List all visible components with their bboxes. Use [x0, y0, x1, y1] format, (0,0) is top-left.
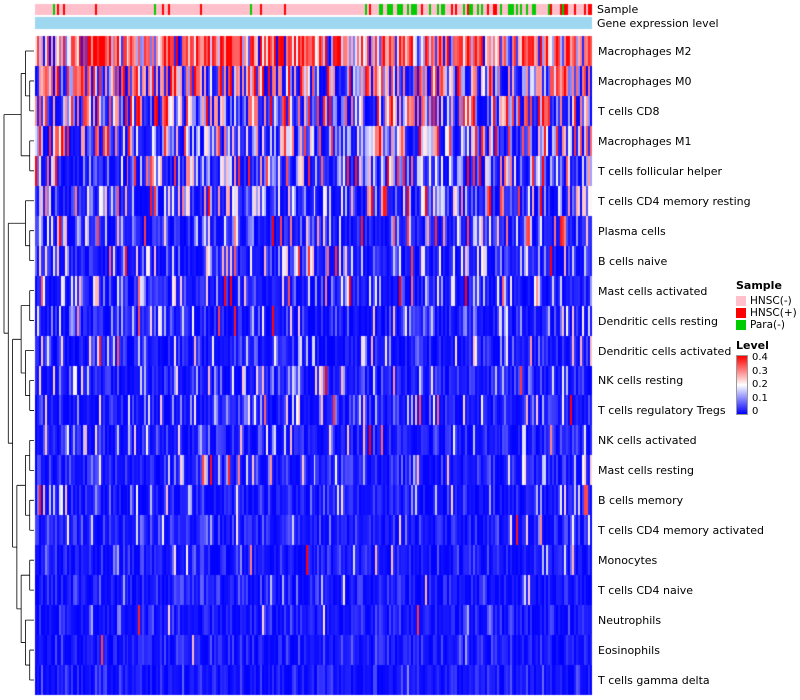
- gradient-colorbar: [736, 355, 748, 415]
- row-label: T cells CD4 naive: [598, 584, 694, 598]
- gradient-ticks: 0.4 0.3 0.2 0.1 0: [752, 353, 768, 417]
- row-label: T cells regulatory Tregs: [598, 404, 726, 418]
- row-label: B cells memory: [598, 494, 684, 508]
- legend-level-tick: 0.4: [752, 352, 768, 363]
- row-label: Mast cells activated: [598, 284, 708, 298]
- legend-sample-item: HNSC(-): [736, 294, 797, 307]
- dendrogram-lines: [3, 50, 34, 681]
- legend-color-swatch: [736, 295, 746, 306]
- legend-sample-item: Para(-): [736, 318, 797, 331]
- legend-level-title: Level: [736, 339, 769, 352]
- legend-sample-items: HNSC(-) HNSC(+) Para(-): [736, 294, 797, 331]
- row-label: Mast cells resting: [598, 464, 695, 478]
- legend-item-label: Para(-): [750, 318, 786, 331]
- legend-sample-item: HNSC(+): [736, 306, 797, 319]
- legend-level-gradient: 0.4 0.3 0.2 0.1 0: [736, 353, 797, 417]
- row-label: T cells follicular helper: [598, 164, 723, 178]
- row-label: NK cells resting: [598, 374, 684, 388]
- legend: Sample HNSC(-) HNSC(+) Para(-) Level 0.4 0.…: [736, 279, 797, 417]
- row-label: Macrophages M0: [598, 74, 692, 88]
- legend-color-swatch: [736, 307, 746, 318]
- row-label: T cells CD8: [598, 104, 660, 118]
- legend-sample-title: Sample: [736, 279, 782, 292]
- row-label: Monocytes: [598, 554, 658, 568]
- legend-level-tick: 0: [752, 406, 759, 417]
- row-label: Eosinophils: [598, 644, 660, 658]
- row-label: T cells CD4 memory resting: [598, 194, 751, 208]
- row-label: Plasma cells: [598, 224, 666, 238]
- row-label: T cells gamma delta: [598, 674, 710, 688]
- row-label: T cells CD4 memory activated: [598, 524, 764, 538]
- legend-level-tick: 0.2: [752, 379, 768, 390]
- sample-track-label: Sample: [597, 3, 639, 16]
- row-label: B cells naive: [598, 254, 668, 268]
- row-label: Dendritic cells resting: [598, 314, 718, 328]
- legend-item-label: HNSC(-): [750, 294, 792, 307]
- legend-item-label: HNSC(+): [750, 306, 797, 319]
- row-label: Macrophages M1: [598, 134, 692, 148]
- legend-level-tick: 0.3: [752, 365, 768, 377]
- row-label: Neutrophils: [598, 614, 662, 628]
- gene-track-label: Gene expression level: [597, 17, 719, 30]
- legend-color-swatch: [736, 319, 746, 330]
- row-label: Dendritic cells activated: [598, 344, 732, 358]
- row-label: NK cells activated: [598, 434, 697, 448]
- legend-level-tick: 0.1: [752, 392, 768, 404]
- row-label: Macrophages M2: [598, 44, 692, 58]
